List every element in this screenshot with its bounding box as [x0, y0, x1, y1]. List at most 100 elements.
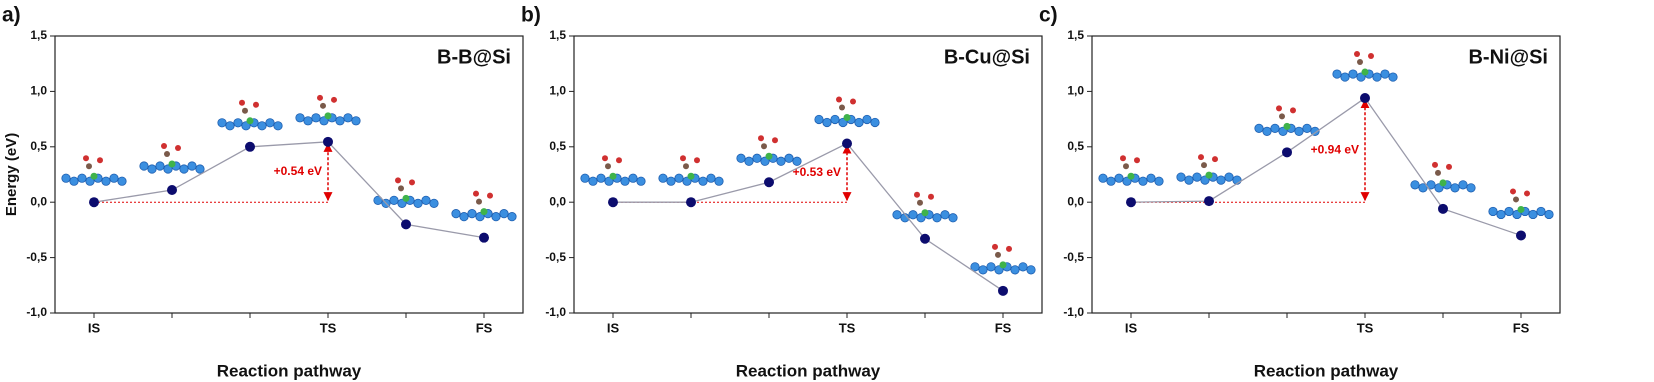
- structure-atom: [1432, 161, 1438, 168]
- structure-atom: [1216, 175, 1226, 185]
- structure-atom: [1340, 72, 1350, 82]
- structure-atom: [948, 213, 958, 223]
- structure-atom: [1006, 245, 1012, 252]
- structure-atom: [1134, 157, 1140, 164]
- structure-atom: [921, 209, 929, 217]
- structure-atom: [658, 173, 668, 183]
- structure-atom: [765, 152, 773, 160]
- structure-atom: [451, 209, 461, 219]
- structure-atom: [1010, 265, 1020, 275]
- structure-atom: [1294, 126, 1304, 136]
- energy-point: [1360, 93, 1370, 104]
- structure-atom: [77, 173, 87, 183]
- structure-atom: [459, 212, 469, 222]
- structure-atom: [139, 161, 149, 171]
- structure-atom: [389, 195, 399, 205]
- structure-atom: [168, 160, 176, 168]
- structure-atom: [164, 151, 170, 158]
- structure-atom: [687, 172, 695, 180]
- structure-atom: [1184, 175, 1194, 185]
- structure-atom: [784, 153, 794, 163]
- structure-atom: [242, 107, 248, 114]
- structure-atom: [758, 135, 764, 142]
- structure-atom: [1418, 183, 1428, 193]
- structure-atom: [1176, 172, 1186, 182]
- energy-point: [686, 197, 696, 208]
- structure-atom: [1026, 265, 1036, 275]
- structure-atom: [413, 198, 423, 208]
- energy-point: [167, 185, 177, 196]
- structure-atom: [620, 176, 630, 186]
- plot-frame: [54, 35, 524, 314]
- structure-atom: [1290, 107, 1296, 114]
- energy-point: [1126, 197, 1136, 208]
- structure-atom: [233, 118, 243, 128]
- energy-point: [1438, 203, 1448, 214]
- barrier-label: +0.53 eV: [793, 165, 841, 179]
- structure-atom: [429, 198, 439, 208]
- structure-atom: [1224, 172, 1234, 182]
- structure-atom: [1354, 51, 1360, 58]
- structure-atom: [736, 153, 746, 163]
- energy-point: [1282, 147, 1292, 158]
- structure-atom: [1123, 163, 1129, 170]
- structure-atom: [609, 172, 617, 180]
- structure-atom: [843, 113, 851, 121]
- structure-atom: [117, 176, 127, 186]
- structure-atom: [1192, 172, 1202, 182]
- structure-atom: [97, 157, 103, 164]
- structure-atom: [776, 156, 786, 166]
- y-tick-label: 0,0: [549, 194, 566, 208]
- structure-atom: [473, 190, 479, 197]
- panel-title: B-Cu@Si: [944, 46, 1030, 68]
- y-tick-label: 0,5: [1067, 139, 1084, 153]
- structure-atom: [491, 212, 501, 222]
- x-axis-label: Reaction pathway: [736, 361, 881, 380]
- panel-title: B-Ni@Si: [1468, 46, 1548, 68]
- structure-atom: [1276, 105, 1282, 112]
- energy-point: [1516, 230, 1526, 241]
- structure-atom: [970, 262, 980, 272]
- panel-label: c): [1039, 4, 1058, 27]
- structure-atom: [101, 176, 111, 186]
- structure-atom: [698, 176, 708, 186]
- structure-atom: [1488, 206, 1498, 217]
- structure-atom: [1435, 169, 1441, 176]
- y-tick-label: -1,0: [26, 305, 47, 319]
- structure-atom: [295, 113, 305, 123]
- structure-atom: [1310, 126, 1320, 136]
- structure-atom: [476, 198, 482, 205]
- x-tick-label: FS: [1513, 320, 1530, 335]
- energy-point: [401, 219, 411, 230]
- structure-atom: [1388, 72, 1398, 82]
- structure-atom: [822, 117, 832, 128]
- panel-label: b): [521, 4, 541, 27]
- x-tick-label: TS: [320, 320, 337, 335]
- structure-atom: [265, 118, 275, 128]
- structure-atom: [908, 210, 918, 220]
- y-tick-label: 1,5: [1067, 28, 1084, 42]
- structure-atom: [1138, 176, 1148, 186]
- y-tick-label: 0,0: [1067, 194, 1084, 208]
- structure-atom: [317, 94, 323, 101]
- structure-atom: [487, 192, 493, 199]
- structure-atom: [839, 104, 845, 111]
- energy-point: [323, 136, 333, 147]
- y-tick-label: 1,5: [549, 28, 566, 42]
- structure-atom: [499, 209, 509, 219]
- energy-point: [1204, 196, 1214, 207]
- x-axis-label: Reaction pathway: [217, 361, 362, 380]
- x-tick-label: FS: [995, 320, 1012, 335]
- structure-atom: [195, 164, 205, 174]
- structure-atom: [225, 121, 235, 131]
- structure-atom: [1410, 180, 1420, 190]
- structure-atom: [1513, 196, 1519, 203]
- structure-atom: [706, 173, 716, 183]
- structure-atom: [761, 143, 767, 150]
- structure-atom: [373, 195, 383, 205]
- y-tick-label: 0,0: [30, 194, 47, 208]
- structure-atom: [1270, 123, 1280, 133]
- structure-atom: [1458, 180, 1468, 190]
- energy-line: [93, 141, 485, 239]
- structure-atom: [588, 176, 598, 186]
